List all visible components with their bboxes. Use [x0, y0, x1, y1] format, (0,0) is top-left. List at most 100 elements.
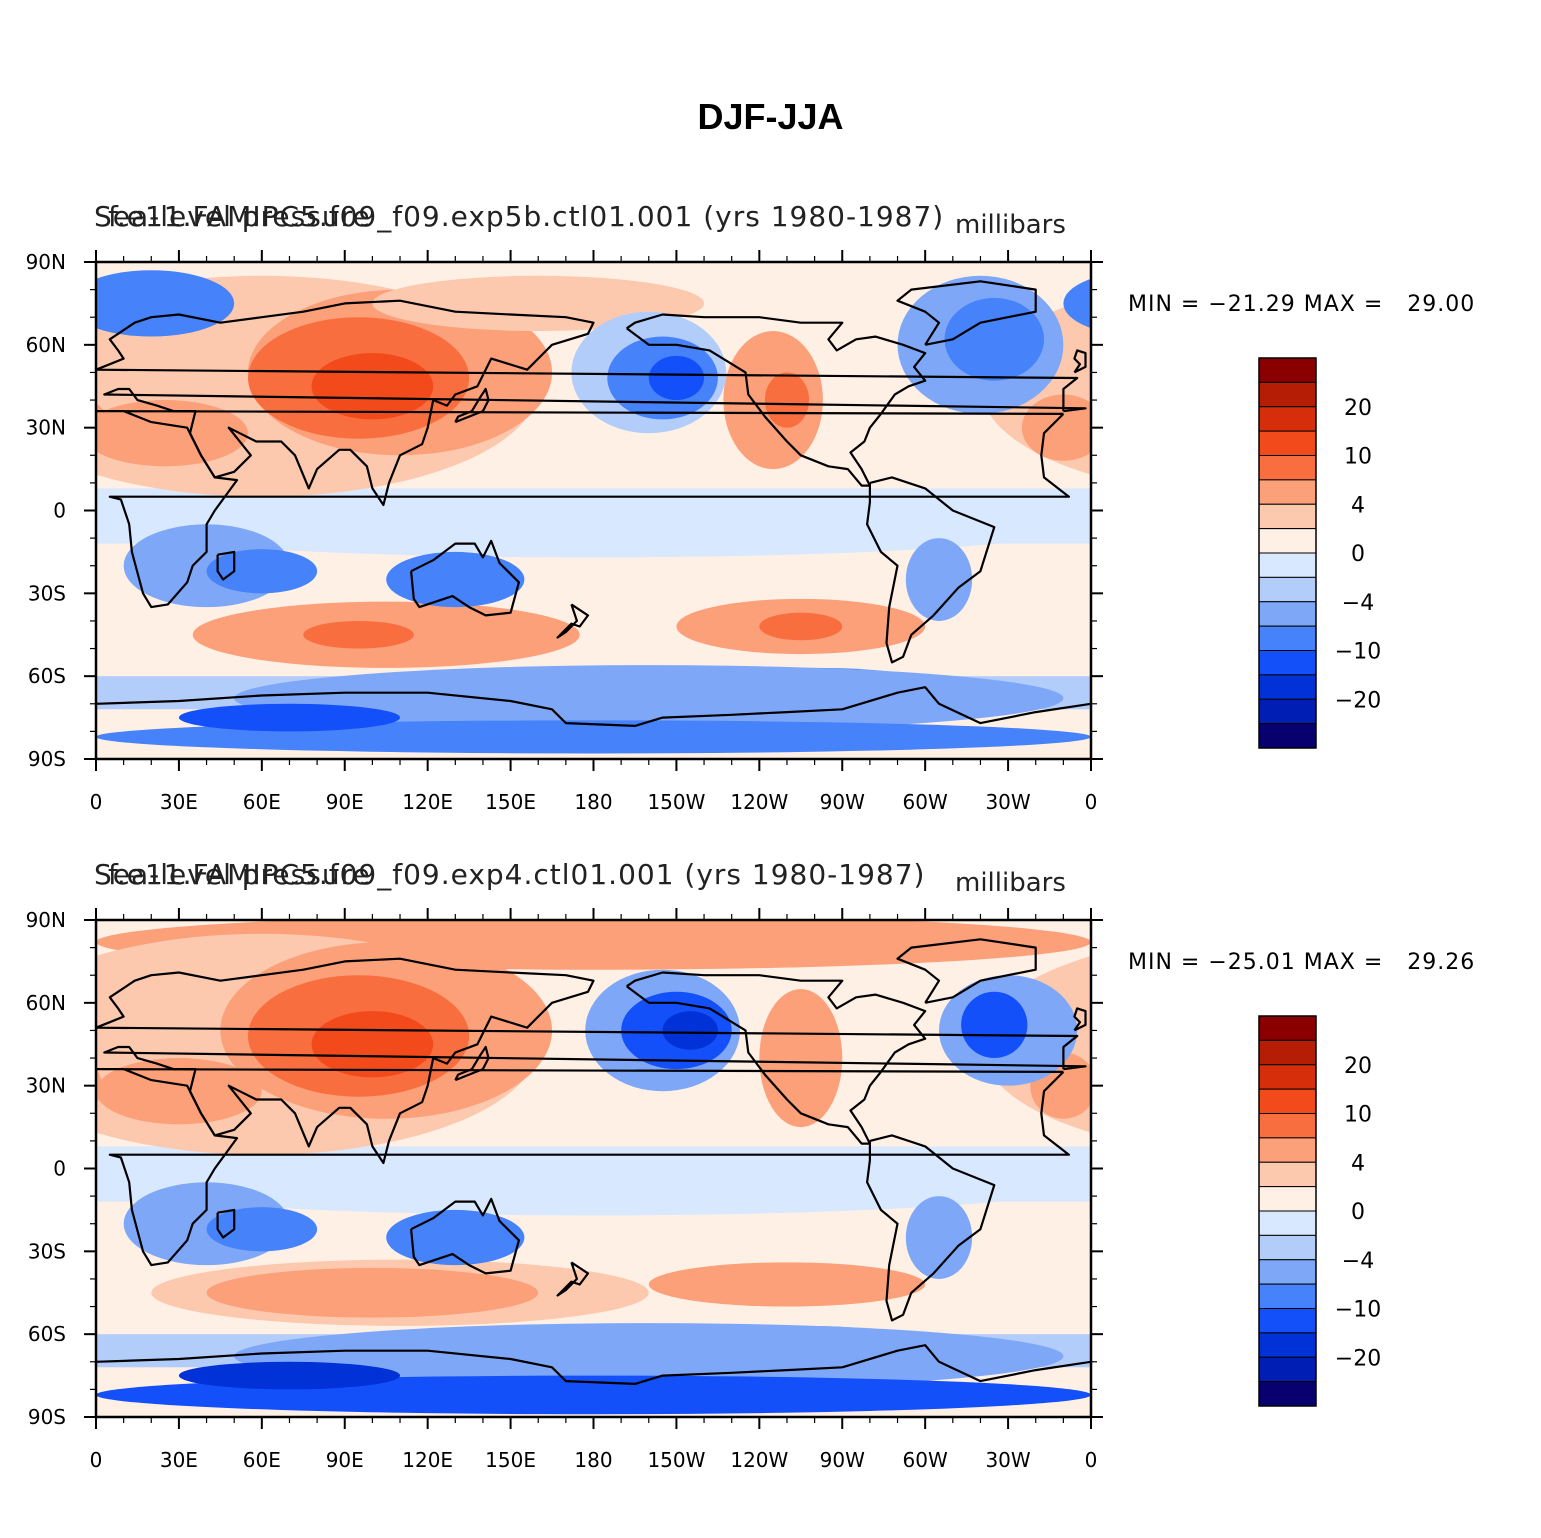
y-tick-label: 30S: [28, 1239, 66, 1263]
colorbar-label: 20: [1344, 1054, 1372, 1079]
coastline: [626, 971, 927, 1145]
colorbar-swatch: [1258, 1088, 1317, 1114]
coastline: [454, 1045, 490, 1082]
colorbar-swatch: [1258, 406, 1317, 432]
x-tick-label: 120E: [402, 790, 453, 814]
pressure-anomaly-contour: [96, 1067, 102, 1104]
colorbar-swatch: [1258, 650, 1317, 676]
pressure-anomaly-contour: [178, 1361, 401, 1390]
colorbar-swatch: [1258, 1234, 1317, 1261]
coastline: [216, 550, 236, 581]
colorbar-label: 10: [1344, 1103, 1372, 1128]
max-label: MAX = 29.26: [1303, 950, 1476, 975]
x-tick-label: 150E: [485, 1448, 536, 1472]
x-tick-label: 30E: [160, 1448, 198, 1472]
colorbar-label: 0: [1351, 542, 1365, 567]
pressure-anomaly-contour: [311, 1011, 434, 1078]
pressure-anomaly-contour: [206, 1207, 318, 1252]
x-tick-label: 90E: [326, 1448, 364, 1472]
colorbar-swatch: [1258, 357, 1317, 383]
colorbar-swatch: [1258, 479, 1317, 505]
colorbar-swatch: [1258, 1137, 1317, 1163]
units-label: millibars: [955, 210, 1066, 240]
pressure-anomaly-contour: [96, 1058, 262, 1125]
pressure-anomaly-contour: [96, 400, 248, 467]
min-max-label: MIN = −25.01 MAX = 29.26: [1128, 950, 1475, 975]
pressure-anomaly-contour: [905, 1196, 973, 1279]
colorbar-label: −20: [1335, 688, 1381, 713]
coastline: [626, 313, 927, 487]
x-tick-label: 60W: [903, 1448, 948, 1472]
map-panel: Sea-level pressure f.e11.FAMIPC5.f09_f09…: [0, 848, 1541, 1488]
coastline: [896, 938, 1037, 1004]
y-tick-label: 90N: [26, 908, 66, 932]
colorbar-label: −10: [1335, 640, 1381, 665]
coastline: [556, 1261, 590, 1297]
colorbar-swatch: [1258, 1039, 1317, 1066]
y-tick-label: 90S: [28, 1405, 66, 1429]
min-label: MIN = −21.29: [1128, 292, 1296, 317]
colorbar-swatch: [1258, 1210, 1317, 1236]
x-tick-label: 120W: [730, 1448, 788, 1472]
x-tick-label: 0: [90, 790, 103, 814]
y-tick-label: 60N: [26, 991, 66, 1015]
pressure-anomaly-contour: [662, 1011, 718, 1050]
colorbar-swatch: [1258, 1113, 1317, 1139]
y-tick-label: 90S: [28, 747, 66, 771]
y-tick-label: 90N: [26, 250, 66, 274]
colorbar-swatch: [1258, 1381, 1317, 1407]
x-tick-label: 180: [574, 790, 612, 814]
coastline: [1073, 1007, 1087, 1032]
colorbar-swatch: [1258, 674, 1317, 700]
pressure-anomaly-contour: [178, 703, 401, 732]
variable-label: Sea-level pressure: [94, 200, 371, 233]
pressure-anomaly-contour: [1077, 414, 1091, 452]
coastline: [216, 1208, 236, 1239]
x-tick-label: 30W: [985, 790, 1030, 814]
x-tick-label: 180: [574, 1448, 612, 1472]
coastline: [96, 1068, 1070, 1267]
colorbar-label: −20: [1335, 1346, 1381, 1371]
colorbar-swatch: [1258, 1015, 1317, 1041]
y-tick-label: 60S: [28, 664, 66, 688]
map-figure: 0 30E 60E 90E 120E 150E 180 150W 120W 90W 60W 30W 09…: [0, 908, 1381, 1472]
pressure-anomaly-contour: [648, 355, 705, 401]
pressure-anomaly-contour: [1091, 1058, 1257, 1124]
page-title: DJF-JJA: [697, 96, 844, 137]
colorbar-swatch: [1258, 576, 1317, 603]
x-tick-label: 0: [1085, 790, 1098, 814]
case-label: f.e11.FAMIPC5.f09_f09.exp5b.ctl01.001 (y…: [108, 200, 945, 233]
x-tick-label: 90W: [820, 790, 865, 814]
map-figure: 0 30E 60E 90E 120E 150E 180 150W 120W 90W 60W 30W 09…: [0, 250, 1381, 814]
x-tick-label: 90W: [820, 1448, 865, 1472]
y-tick-label: 60S: [28, 1322, 66, 1346]
colorbar-swatch: [1258, 528, 1317, 554]
colorbar-swatch: [1258, 723, 1317, 749]
colorbar-swatch: [1258, 1356, 1317, 1383]
pressure-anomaly-contour: [944, 297, 1045, 381]
min-label: MIN = −25.01: [1128, 950, 1296, 975]
x-tick-label: 150W: [647, 1448, 705, 1472]
x-tick-label: 150W: [647, 790, 705, 814]
pressure-anomaly-contour: [1021, 394, 1091, 461]
colorbar-swatch: [1258, 601, 1317, 627]
colorbar-label: 0: [1351, 1200, 1365, 1225]
coastline: [96, 410, 1070, 609]
y-tick-label: 30N: [26, 416, 66, 440]
x-tick-label: 90E: [326, 790, 364, 814]
max-label: MAX = 29.00: [1303, 292, 1476, 317]
pressure-anomaly-contour: [234, 1323, 1064, 1390]
colorbar-label: 4: [1351, 1151, 1365, 1176]
pressure-anomaly-contour: [759, 612, 843, 641]
pressure-anomaly-contour: [206, 549, 318, 594]
colorbar-swatch: [1258, 1064, 1317, 1090]
pressure-anomaly-contour: [303, 620, 414, 649]
x-tick-label: 120W: [730, 790, 788, 814]
pressure-anomaly-contour: [0, 491, 96, 557]
pressure-anomaly-contour: [0, 1149, 96, 1215]
x-tick-label: 60E: [243, 790, 281, 814]
colorbar-swatch: [1258, 503, 1317, 530]
case-label: f.e11.FAMIPC5.f09_f09.exp4.ctl01.001 (yr…: [108, 858, 926, 891]
coastline: [556, 603, 590, 639]
coastline: [410, 539, 520, 617]
